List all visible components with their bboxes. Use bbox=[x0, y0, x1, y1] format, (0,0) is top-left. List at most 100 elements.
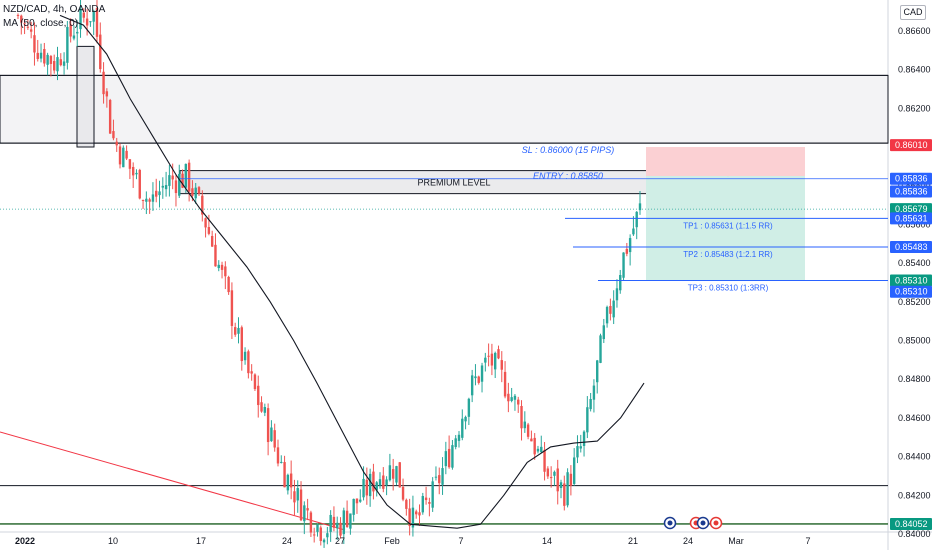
candle-body bbox=[503, 371, 507, 397]
candle-body bbox=[359, 499, 362, 502]
candle-body bbox=[59, 59, 62, 66]
candle-body bbox=[128, 159, 132, 169]
candle-body bbox=[319, 527, 322, 542]
candle-body bbox=[474, 376, 477, 379]
candle-body bbox=[125, 150, 128, 159]
price-tag-text-0: 0.86010 bbox=[895, 140, 928, 150]
candle-body bbox=[431, 481, 434, 508]
candle-body bbox=[210, 236, 214, 247]
candle-body bbox=[197, 187, 201, 194]
candle-body bbox=[352, 498, 355, 515]
candle-body bbox=[424, 497, 428, 501]
candle-body bbox=[391, 469, 395, 479]
price-tag-3 bbox=[890, 203, 932, 216]
candle-body bbox=[36, 52, 39, 59]
price-tick-label: 0.84200 bbox=[898, 490, 931, 500]
candle-body bbox=[385, 479, 388, 486]
candle-body bbox=[135, 172, 138, 175]
price-tag-text-5: 0.85483 bbox=[895, 242, 928, 252]
candle-body bbox=[596, 360, 599, 383]
candle-body bbox=[589, 398, 592, 410]
zone-label-1: PREMIUM LEVEL bbox=[417, 178, 490, 188]
candle-body bbox=[53, 60, 56, 71]
candle-body bbox=[579, 446, 582, 449]
entry-label: ENTRY : 0.85850 bbox=[533, 171, 603, 181]
time-tick-label: 27 bbox=[335, 536, 345, 546]
price-tag-text-7: 0.85310 bbox=[895, 287, 928, 297]
candle-body bbox=[95, 8, 99, 37]
candle-body bbox=[454, 438, 457, 448]
candle-body bbox=[72, 35, 76, 39]
price-tick-label: 0.85400 bbox=[898, 258, 931, 268]
tp-label-2: TP2 : 0.85483 (1:2.1 RR) bbox=[683, 250, 773, 259]
candle-body bbox=[418, 512, 421, 516]
candle-body bbox=[158, 191, 161, 196]
trend-line bbox=[0, 431, 346, 531]
candle-body bbox=[536, 448, 540, 452]
price-tag-2 bbox=[890, 185, 932, 198]
candle-body bbox=[602, 325, 605, 340]
candle-body bbox=[131, 166, 135, 176]
candle-body bbox=[559, 482, 563, 488]
candle-body bbox=[398, 462, 401, 488]
candle-body bbox=[372, 471, 375, 492]
candle-body bbox=[619, 275, 622, 291]
candle-body bbox=[168, 175, 171, 186]
candle-body bbox=[428, 501, 431, 504]
price-tag-6 bbox=[890, 274, 932, 287]
candle-body bbox=[220, 264, 224, 270]
candle-body bbox=[49, 56, 53, 64]
candle-body bbox=[105, 91, 109, 97]
candle-body bbox=[523, 421, 527, 429]
candle-body bbox=[33, 35, 36, 53]
candle-body bbox=[490, 353, 494, 366]
candle-body bbox=[164, 185, 168, 190]
candle-body bbox=[605, 306, 609, 324]
candle-body bbox=[194, 187, 197, 199]
candle-body bbox=[342, 510, 346, 535]
candle-body bbox=[411, 507, 415, 528]
candle-body bbox=[345, 510, 349, 527]
candle-body bbox=[118, 146, 122, 165]
price-tag-0 bbox=[890, 139, 932, 152]
candle-body bbox=[66, 26, 69, 63]
price-tick-label: 0.84800 bbox=[898, 374, 931, 384]
candle-body bbox=[546, 468, 550, 477]
candle-body bbox=[599, 335, 602, 363]
price-tag-4 bbox=[890, 212, 932, 225]
price-tag-text-2: 0.85836 bbox=[895, 187, 928, 197]
candle-body bbox=[592, 385, 596, 400]
candle-body bbox=[543, 449, 546, 472]
stop-loss-zone bbox=[646, 147, 805, 177]
candle-body bbox=[520, 405, 523, 429]
price-tick-label: 0.86400 bbox=[898, 65, 931, 75]
time-tick-label: 14 bbox=[542, 536, 552, 546]
candle-body bbox=[332, 516, 336, 528]
candle-body bbox=[309, 512, 313, 533]
candle-body bbox=[76, 31, 79, 34]
candle-body bbox=[289, 473, 293, 488]
candle-body bbox=[493, 352, 497, 370]
currency-tag[interactable]: CAD bbox=[900, 5, 926, 20]
candle-body bbox=[638, 203, 642, 211]
candle-body bbox=[421, 496, 424, 513]
candle-body bbox=[365, 479, 369, 496]
candle-body bbox=[141, 199, 145, 201]
price-tag-1 bbox=[890, 172, 932, 185]
candle-body bbox=[306, 508, 309, 511]
candle-body bbox=[43, 48, 46, 64]
candle-body bbox=[273, 430, 276, 448]
candle-body bbox=[480, 365, 484, 382]
moving-average-line bbox=[59, 14, 645, 529]
candle-body bbox=[171, 175, 174, 180]
candle-body bbox=[296, 488, 299, 501]
candle-body bbox=[102, 71, 105, 95]
candle-body bbox=[566, 472, 569, 506]
candle-body bbox=[187, 162, 191, 192]
candle-body bbox=[612, 300, 615, 318]
candle-body bbox=[270, 427, 273, 442]
candle-body bbox=[382, 475, 385, 489]
candle-body bbox=[92, 10, 95, 22]
take-profit-zone bbox=[646, 176, 805, 281]
